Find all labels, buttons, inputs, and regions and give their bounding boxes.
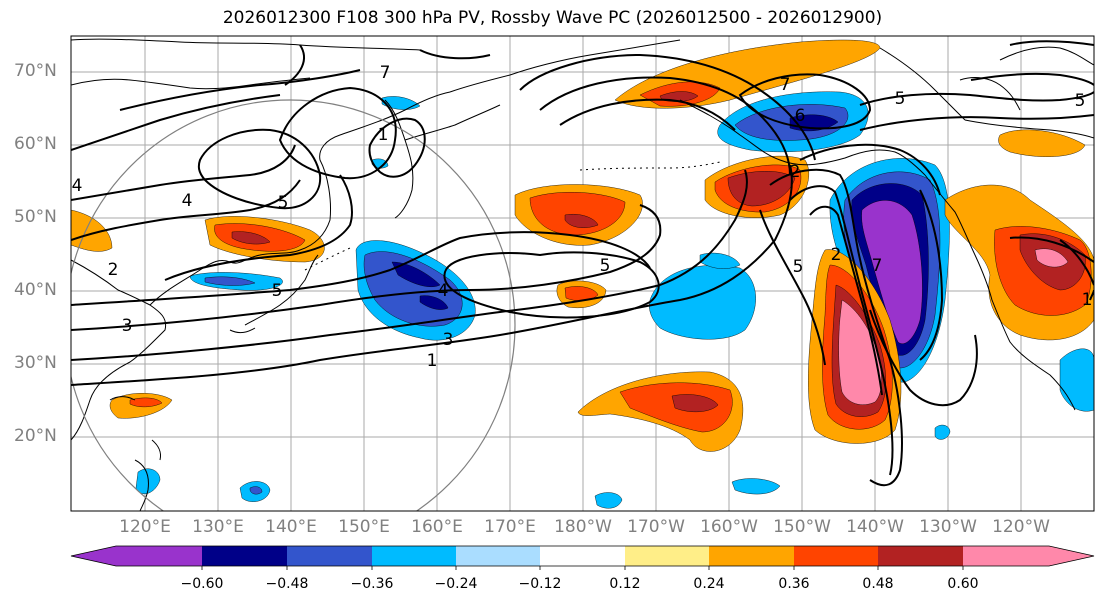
contour-label: 3 <box>443 330 454 350</box>
pv-contours <box>71 40 1094 487</box>
lat-label: 40°N <box>14 280 57 300</box>
lon-label: 120°E <box>119 517 171 537</box>
aleutian-chain <box>579 161 721 171</box>
lon-label: 150°W <box>773 517 831 537</box>
contour-label: 4 <box>438 281 449 301</box>
contour-label: 7 <box>872 256 883 276</box>
contour-label: 3 <box>122 316 133 336</box>
kamchatka-coast <box>384 99 414 219</box>
contour-label: 5 <box>1075 91 1086 111</box>
map-frame <box>70 35 1095 512</box>
lat-label: 30°N <box>14 353 57 373</box>
lon-label: 160°W <box>700 517 758 537</box>
colorbar-tick-label: −0.24 <box>434 576 478 592</box>
contour-label: 5 <box>793 257 804 277</box>
contour-label: 1 <box>1082 290 1093 310</box>
lon-label: 170°W <box>627 517 685 537</box>
contour-labels: 7 1 5 5 2 6 7 2 5 5 5 4 3 1 7 4 4 1 2 3 … <box>72 63 1093 371</box>
lon-label: 140°W <box>846 517 904 537</box>
japan-trench-islands <box>304 247 351 271</box>
lon-label: 160°E <box>411 517 463 537</box>
lat-label: 20°N <box>14 426 57 446</box>
colorbar-tick-label: 0.24 <box>693 576 725 592</box>
colorbar-tick-label: 0.48 <box>862 576 894 592</box>
colorbar-tick-label: 0.12 <box>609 576 641 592</box>
contour-label: 1 <box>378 125 389 145</box>
philippines <box>134 459 149 511</box>
colorbar-extend-low <box>71 546 116 566</box>
lon-label: 130°E <box>192 517 244 537</box>
lon-label: 170°E <box>484 517 536 537</box>
contour-label: 6 <box>795 106 806 126</box>
contour-label: 2 <box>831 245 842 265</box>
contour-label: 4 <box>182 191 193 211</box>
chart-title: 2026012300 F108 300 hPa PV, Rossby Wave … <box>222 8 883 28</box>
contour-label: 5 <box>272 281 283 301</box>
contour-label: 2 <box>790 162 801 182</box>
colorbar-tick-label: 0.60 <box>947 576 979 592</box>
contour-label: 4 <box>72 176 83 196</box>
na-west-coast <box>924 174 1076 411</box>
colorbar-tick-label: 0.36 <box>778 576 810 592</box>
contour-label: 7 <box>780 75 791 95</box>
lon-label: 120°W <box>992 517 1050 537</box>
lon-label: 140°E <box>265 517 317 537</box>
lon-label: 180°W <box>554 517 612 537</box>
colorbar-tick-label: −0.36 <box>350 576 394 592</box>
contour-label: 5 <box>278 193 289 213</box>
contour-label: 5 <box>600 256 611 276</box>
colorbar-tick-label: −0.60 <box>180 576 224 592</box>
contour-label: 5 <box>895 89 906 109</box>
contour-label: 1 <box>427 351 438 371</box>
colorbar-extend-high <box>1049 546 1094 566</box>
asia-coast <box>71 259 167 441</box>
colorbar <box>70 545 1095 570</box>
lon-label: 130°W <box>919 517 977 537</box>
lat-label: 60°N <box>14 134 57 154</box>
colorbar-tick-label: −0.12 <box>518 576 562 592</box>
coastlines <box>71 38 1094 511</box>
alaska-coast <box>679 99 926 176</box>
contour-label: 2 <box>108 260 119 280</box>
anomaly-trough-core <box>861 200 923 344</box>
lat-label: 50°N <box>14 207 57 227</box>
lon-label: 150°E <box>338 517 390 537</box>
colorbar-tick-label: −0.48 <box>265 576 309 592</box>
range-circle <box>71 99 516 511</box>
lat-label: 70°N <box>14 61 57 81</box>
contour-label: 7 <box>380 63 391 83</box>
